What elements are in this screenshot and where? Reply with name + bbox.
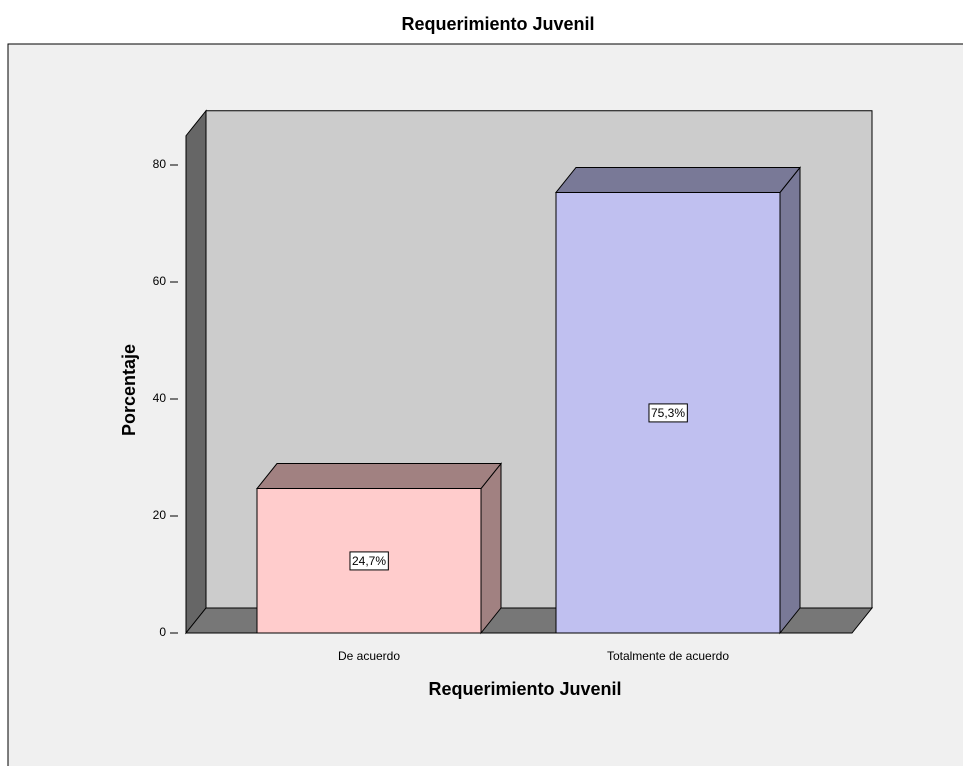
y-axis-label: Porcentaje [119, 344, 139, 436]
chart-title: Requerimiento Juvenil [401, 14, 594, 34]
bar-side [480, 462, 502, 635]
y-tick-label: 0 [159, 625, 166, 639]
y-tick-label: 40 [153, 391, 167, 405]
bar-side [779, 166, 801, 635]
bar-top [255, 463, 503, 490]
value-label: 24,7% [352, 554, 386, 568]
y-tick-label: 60 [153, 274, 167, 288]
y-tick-label: 80 [153, 157, 167, 171]
x-tick-label: De acuerdo [338, 649, 400, 663]
side-wall [185, 109, 207, 635]
value-label-box [648, 403, 688, 423]
y-tick-label: 20 [153, 508, 167, 522]
value-label-box [349, 551, 389, 571]
value-label: 75,3% [651, 406, 685, 420]
x-tick-label: Totalmente de acuerdo [607, 649, 729, 663]
bar-top [554, 166, 802, 193]
x-axis-label: Requerimiento Juvenil [428, 679, 621, 699]
